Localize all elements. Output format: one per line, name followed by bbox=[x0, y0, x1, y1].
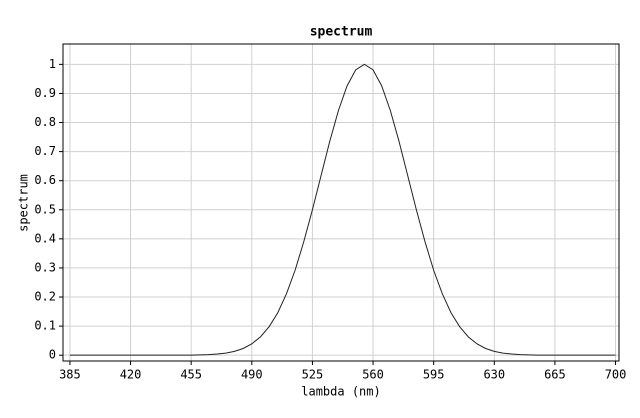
y-tick-label: 0.4 bbox=[34, 231, 56, 245]
x-tick-label: 595 bbox=[423, 368, 445, 382]
y-tick-label: 0.3 bbox=[34, 260, 56, 274]
x-tick-label: 385 bbox=[59, 368, 81, 382]
y-tick-label: 0.2 bbox=[34, 290, 56, 304]
y-tick-label: 0.9 bbox=[34, 86, 56, 100]
y-tick-label: 1 bbox=[49, 57, 56, 71]
y-tick-label: 0.6 bbox=[34, 173, 56, 187]
x-tick-label: 455 bbox=[180, 368, 202, 382]
x-tick-label: 490 bbox=[241, 368, 263, 382]
x-tick-label: 525 bbox=[302, 368, 324, 382]
x-tick-label: 665 bbox=[544, 368, 566, 382]
y-tick-label: 0.7 bbox=[34, 144, 56, 158]
line-series bbox=[69, 63, 616, 356]
x-tick-label: 420 bbox=[120, 368, 142, 382]
y-tick-label: 0.1 bbox=[34, 319, 56, 333]
y-tick-label: 0.8 bbox=[34, 115, 56, 129]
y-axis-label: spectrum bbox=[17, 174, 31, 232]
x-tick-label: 560 bbox=[362, 368, 384, 382]
chart-title: spectrum bbox=[310, 25, 373, 40]
x-axis-label: lambda (nm) bbox=[301, 385, 380, 399]
x-tick-label: 700 bbox=[605, 368, 627, 382]
y-tick-label: 0 bbox=[49, 348, 56, 362]
y-tick-label: 0.5 bbox=[34, 202, 56, 216]
x-tick-label: 630 bbox=[483, 368, 505, 382]
plot-frame bbox=[62, 43, 620, 362]
